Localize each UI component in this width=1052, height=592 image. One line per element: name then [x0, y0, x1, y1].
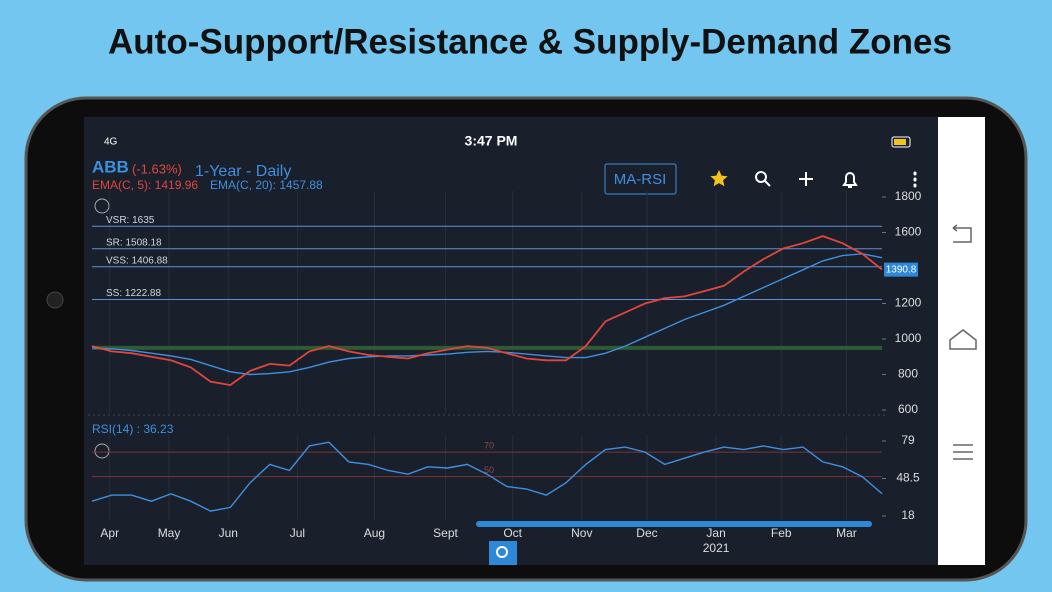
network: 4G [104, 137, 118, 148]
indicator-button[interactable] [604, 163, 677, 195]
y-tick-label: 1600 [895, 225, 922, 239]
x-tick-label: Sept [433, 526, 458, 540]
clock: 3:47 PM [465, 133, 518, 149]
x-tick-label: Aug [364, 526, 385, 540]
y-tick-label: 79 [901, 433, 915, 447]
nav-home[interactable] [949, 329, 977, 350]
year-label: 2021 [703, 541, 730, 555]
y-tick-label: 1200 [895, 296, 922, 310]
nav-bar [938, 117, 985, 565]
nav-back[interactable] [952, 224, 972, 243]
y-tick-label: 600 [898, 402, 918, 416]
indicator-label: RSI(14) : 36.23 [92, 422, 174, 436]
x-tick-label: Feb [771, 526, 792, 540]
x-tick-label: Jun [219, 526, 238, 540]
y-tick-label: 800 [898, 367, 918, 381]
symbol: ABB [92, 157, 129, 176]
level-label: 50 [484, 465, 494, 475]
camera [46, 291, 64, 309]
x-tick-label: Nov [571, 526, 592, 540]
series-line [91, 441, 883, 512]
series-line [91, 235, 883, 387]
ema-long: EMA(C, 20): 1457.88 [210, 178, 323, 192]
scrollbar[interactable] [476, 521, 872, 527]
series-line [91, 253, 883, 376]
x-tick-label: Jan [706, 526, 725, 540]
last-price: 1390.8 [886, 264, 917, 275]
x-tick-label: Oct [503, 526, 522, 540]
alert-icon[interactable] [842, 172, 858, 188]
close-levels[interactable] [94, 198, 110, 214]
add-icon[interactable] [799, 172, 813, 186]
zoom-button[interactable] [489, 541, 517, 565]
page-title: Auto-Support/Resistance & Supply-Demand … [108, 22, 952, 61]
last-price-tag [884, 262, 918, 277]
level-label: SS: 1222.88 [106, 288, 161, 299]
ema-short: EMA(C, 5): 1419.96 [92, 178, 198, 192]
battery-level [894, 139, 906, 145]
screen [84, 117, 985, 565]
y-tick-label: 1000 [895, 331, 922, 345]
close-rsi[interactable] [94, 443, 110, 459]
y-tick-label: 18 [901, 508, 915, 522]
x-tick-label: Dec [636, 526, 657, 540]
level-label: VSS: 1406.88 [106, 255, 168, 266]
search-icon[interactable] [755, 171, 767, 183]
x-tick-label: Apr [100, 526, 119, 540]
nav-recent[interactable] [953, 444, 973, 460]
search-handle [764, 180, 771, 187]
x-tick-label: May [158, 526, 181, 540]
x-tick-label: Jul [290, 526, 305, 540]
y-tick-label: 48.5 [896, 471, 920, 485]
indicator-button-label: MA-RSI [614, 171, 667, 188]
level-label: VSR: 1635 [106, 215, 155, 226]
period: 1-Year - Daily [195, 163, 291, 180]
level-label: SR: 1508.18 [106, 237, 162, 248]
zoom-icon [496, 546, 508, 558]
battery [891, 136, 911, 148]
y-tick-label: 1800 [895, 189, 922, 203]
change: (-1.63%) [132, 161, 182, 176]
x-tick-label: Mar [836, 526, 857, 540]
level-label: 70 [484, 440, 494, 450]
star-icon[interactable] [710, 170, 728, 187]
